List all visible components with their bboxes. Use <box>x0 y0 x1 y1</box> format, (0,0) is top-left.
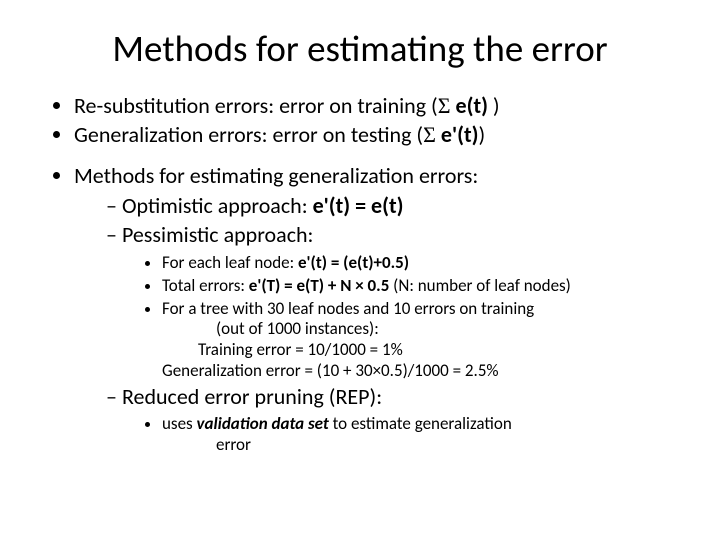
slide-title: Methods for estimating the error <box>40 26 680 71</box>
dot-example: For a tree with 30 leaf nodes and 10 err… <box>162 299 680 382</box>
equation: e'(T) = e(T) + N × 0.5 <box>249 275 390 296</box>
text: error <box>216 435 680 456</box>
text: Optimistic approach: <box>122 192 313 219</box>
sigma-icon: Σ <box>438 93 451 118</box>
equation: e'(t) = (e(t)+0.5) <box>298 252 409 273</box>
dot-total-errors: Total errors: e'(T) = e(T) + N × 0.5 (N:… <box>162 276 680 297</box>
text: Training error = 10/1000 = 1% <box>198 340 680 361</box>
bullet-group-1: Re-substitution errors: error on trainin… <box>40 93 680 149</box>
sigma-icon: Σ <box>423 122 436 147</box>
text: (N: number of leaf nodes) <box>389 275 571 296</box>
dot-rep-uses: uses validation data set to estimate gen… <box>162 414 680 455</box>
dot-list-rep: uses validation data set to estimate gen… <box>106 414 680 455</box>
slide: Methods for estimating the error Re-subs… <box>0 0 720 540</box>
expr: e(t) <box>451 92 488 119</box>
dash-pessimistic: Pessimistic approach: For each leaf node… <box>106 222 680 381</box>
text: Methods for estimating generalization er… <box>74 162 478 189</box>
text: Generalization error = (10 + 30×0.5)/100… <box>162 360 499 381</box>
text: For a tree with 30 leaf nodes and 10 err… <box>162 298 534 319</box>
text: uses <box>162 413 197 434</box>
bullet-methods: Methods for estimating generalization er… <box>74 163 680 456</box>
text: Total errors: <box>162 275 249 296</box>
bullet-group-2: Methods for estimating generalization er… <box>40 163 680 456</box>
text: ) <box>488 92 500 119</box>
text: Pessimistic approach: <box>122 221 314 248</box>
bullet-generalization: Generalization errors: error on testing … <box>74 122 680 149</box>
bullet-resubstitution: Re-substitution errors: error on trainin… <box>74 93 680 120</box>
equation: e'(t) = e(t) <box>313 192 404 219</box>
text: Re-substitution errors: error on trainin… <box>74 92 438 119</box>
dot-list-pessimistic: For each leaf node: e'(t) = (e(t)+0.5) T… <box>106 253 680 381</box>
text: ) <box>478 121 485 148</box>
emphasis: validation data set <box>197 413 329 434</box>
dash-rep: Reduced error pruning (REP): uses valida… <box>106 384 680 456</box>
expr: e'(t) <box>436 121 479 148</box>
text: Generalization errors: error on testing … <box>74 121 423 148</box>
text: Reduced error pruning (REP): <box>122 383 382 410</box>
dot-leaf-node: For each leaf node: e'(t) = (e(t)+0.5) <box>162 253 680 274</box>
text: (out of 1000 instances): <box>216 319 680 340</box>
text: For each leaf node: <box>162 252 298 273</box>
dash-optimistic: Optimistic approach: e'(t) = e(t) <box>106 193 680 220</box>
dash-list: Optimistic approach: e'(t) = e(t) Pessim… <box>74 193 680 455</box>
text: to estimate generalization <box>329 413 512 434</box>
